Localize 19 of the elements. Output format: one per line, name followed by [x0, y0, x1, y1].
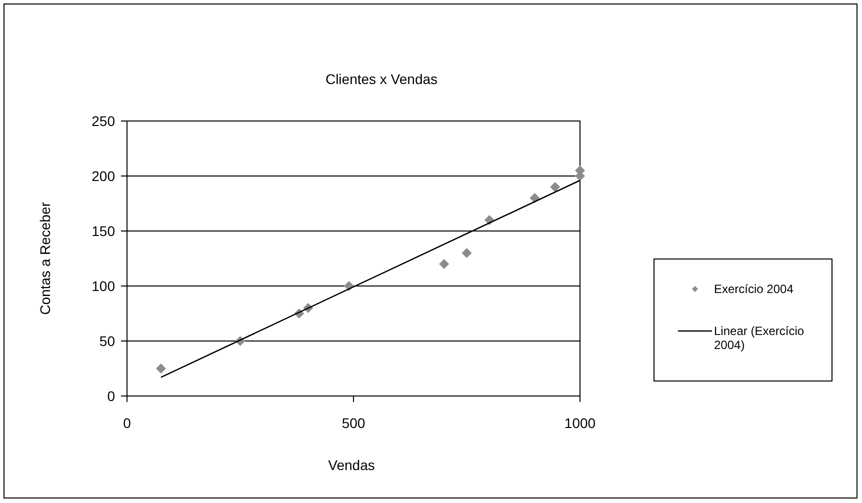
y-axis-title: Contas a Receber: [37, 202, 53, 315]
chart-title: Clientes x Vendas: [325, 71, 438, 87]
x-tick-label: 1000: [564, 415, 596, 431]
point: [156, 364, 166, 374]
legend-label: Linear (Exercício 2004): [714, 324, 804, 352]
y-tick-label: 250: [92, 113, 116, 129]
point: [439, 259, 450, 269]
point: [462, 248, 472, 258]
point: [530, 193, 540, 203]
legend-label: Exercício 2004: [714, 282, 794, 296]
y-tick-label: 200: [92, 168, 116, 184]
y-tick-label: 50: [99, 333, 116, 349]
point: [550, 182, 560, 192]
x-tick-label: 500: [342, 415, 366, 431]
y-tick-label: 0: [107, 388, 116, 404]
y-tick-label: 150: [92, 223, 116, 239]
x-tick-label: 0: [123, 415, 132, 431]
y-tick-label: 100: [92, 278, 116, 294]
x-axis-title: Vendas: [328, 457, 375, 473]
